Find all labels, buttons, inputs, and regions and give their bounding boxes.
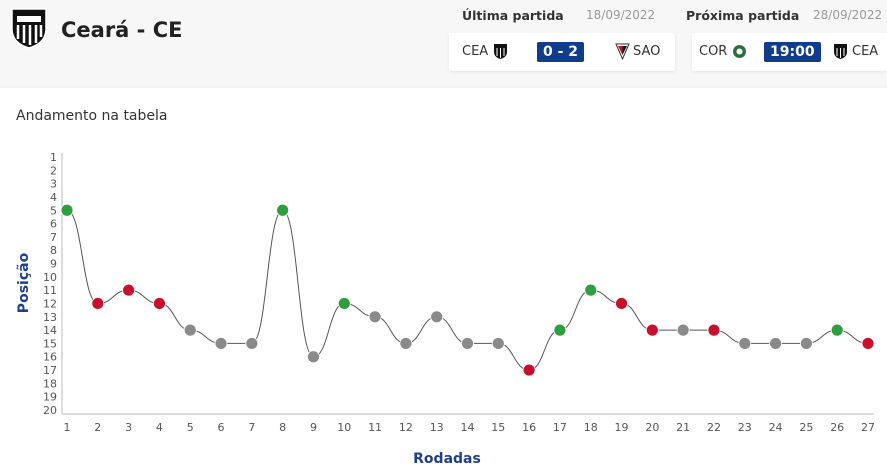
y-tick-label: 8 bbox=[50, 244, 57, 257]
data-point-draw bbox=[368, 310, 382, 324]
x-tick-label: 20 bbox=[645, 421, 659, 434]
y-tick-label: 16 bbox=[43, 351, 57, 364]
y-tick-label: 6 bbox=[50, 218, 57, 231]
y-tick-label: 9 bbox=[50, 258, 57, 271]
ceara-crest-icon bbox=[834, 44, 847, 59]
x-tick-label: 6 bbox=[218, 421, 225, 434]
next-match-date: 28/09/2022 bbox=[813, 8, 883, 22]
data-point-draw bbox=[676, 323, 690, 337]
x-tick-label: 9 bbox=[310, 421, 317, 434]
y-tick-label: 7 bbox=[50, 231, 57, 244]
data-point-draw bbox=[399, 337, 413, 350]
y-tick-label: 3 bbox=[50, 178, 57, 191]
y-tick-label: 4 bbox=[50, 191, 57, 204]
x-tick-label: 15 bbox=[491, 421, 505, 434]
last-match-score: 0 - 2 bbox=[537, 42, 585, 62]
data-point-draw bbox=[738, 337, 752, 350]
x-tick-label: 10 bbox=[337, 421, 351, 434]
last-match-label: Última partida bbox=[462, 8, 564, 23]
data-point-draw bbox=[307, 350, 320, 364]
x-axis-label: Rodadas bbox=[413, 451, 481, 467]
x-tick-label: 13 bbox=[430, 421, 444, 434]
team-name: Ceará - CE bbox=[61, 18, 183, 42]
x-tick-label: 7 bbox=[248, 421, 255, 434]
data-point-loss bbox=[91, 297, 105, 310]
next-match-card[interactable]: COR 19:00 CEA bbox=[692, 33, 887, 71]
data-point-loss bbox=[707, 323, 721, 337]
data-point-loss bbox=[645, 323, 659, 337]
data-point-loss bbox=[122, 283, 136, 297]
y-tick-label: 10 bbox=[43, 271, 57, 284]
data-point-draw bbox=[461, 337, 474, 350]
standings-chart-card: Andamento na tabela 1 2 3 4 5 6 7 8 9 10 11 12 13 14 1… bbox=[0, 88, 887, 476]
x-tick-label: 4 bbox=[156, 421, 163, 434]
x-tick-label: 2 bbox=[94, 421, 101, 434]
data-point-win bbox=[60, 203, 74, 217]
chart-title: Andamento na tabela bbox=[16, 108, 168, 124]
data-point-win bbox=[337, 297, 351, 310]
data-point-draw bbox=[214, 337, 228, 350]
data-point-loss bbox=[522, 363, 536, 377]
y-tick-label: 12 bbox=[43, 297, 57, 310]
y-tick-label: 18 bbox=[43, 377, 57, 390]
last-match-away-code: SAO bbox=[633, 44, 661, 59]
x-tick-label: 22 bbox=[707, 421, 721, 434]
next-match-home-code: COR bbox=[699, 44, 728, 59]
y-tick-label: 19 bbox=[43, 391, 57, 404]
ceara-crest-icon bbox=[11, 8, 47, 49]
data-point-draw bbox=[769, 337, 782, 350]
y-tick-label: 15 bbox=[43, 337, 57, 350]
series-line bbox=[66, 209, 869, 371]
data-point-draw bbox=[183, 323, 197, 337]
y-tick-label: 14 bbox=[43, 324, 57, 337]
y-tick-label: 20 bbox=[43, 404, 57, 417]
data-point-loss bbox=[615, 297, 628, 310]
x-tick-label: 24 bbox=[769, 421, 783, 434]
x-tick-label: 16 bbox=[522, 421, 536, 434]
next-match-label: Próxima partida bbox=[686, 8, 800, 23]
x-tick-label: 1 bbox=[64, 421, 71, 434]
next-match-time: 19:00 bbox=[764, 42, 821, 62]
x-tick-label: 25 bbox=[799, 421, 813, 434]
x-tick-label: 8 bbox=[279, 421, 286, 434]
data-point-win bbox=[276, 203, 290, 217]
y-tick-label: 11 bbox=[43, 284, 57, 297]
next-match-away-code: CEA bbox=[852, 44, 879, 59]
x-tick-label: 11 bbox=[368, 421, 382, 434]
x-tick-label: 27 bbox=[861, 421, 875, 434]
y-tick-label: 5 bbox=[50, 204, 57, 217]
data-point-loss bbox=[153, 297, 166, 310]
y-tick-label: 17 bbox=[43, 364, 57, 377]
x-tick-label: 26 bbox=[830, 421, 844, 434]
x-tick-label: 3 bbox=[125, 421, 132, 434]
y-tick-label: 1 bbox=[50, 151, 57, 164]
data-point-draw bbox=[491, 337, 505, 350]
match-header: Ceará - CE Última partida 18/09/2022 CEA… bbox=[0, 0, 887, 85]
data-point-draw bbox=[430, 310, 444, 324]
y-tick-label: 13 bbox=[43, 311, 57, 324]
data-point-draw bbox=[799, 337, 813, 350]
data-point-win bbox=[584, 283, 598, 297]
ceara-crest-icon bbox=[494, 44, 507, 59]
x-tick-label: 21 bbox=[676, 421, 690, 434]
x-tick-label: 18 bbox=[584, 421, 598, 434]
last-match-home-code: CEA bbox=[462, 44, 489, 59]
sao-paulo-crest-icon bbox=[615, 43, 630, 60]
x-tick-label: 19 bbox=[615, 421, 629, 434]
x-tick-label: 5 bbox=[187, 421, 194, 434]
corinthians-crest-icon bbox=[733, 45, 746, 58]
data-point-win bbox=[553, 323, 567, 337]
x-tick-label: 23 bbox=[738, 421, 752, 434]
data-point-loss bbox=[861, 337, 875, 350]
y-axis-label: Posição bbox=[16, 252, 32, 313]
last-match-card[interactable]: CEA 0 - 2 SAO bbox=[449, 33, 675, 71]
x-tick-label: 12 bbox=[399, 421, 413, 434]
data-point-draw bbox=[245, 337, 259, 350]
data-point-win bbox=[830, 323, 844, 337]
x-tick-label: 17 bbox=[553, 421, 567, 434]
y-tick-label: 2 bbox=[50, 164, 57, 177]
x-tick-label: 14 bbox=[461, 421, 475, 434]
last-match-date: 18/09/2022 bbox=[586, 8, 656, 22]
